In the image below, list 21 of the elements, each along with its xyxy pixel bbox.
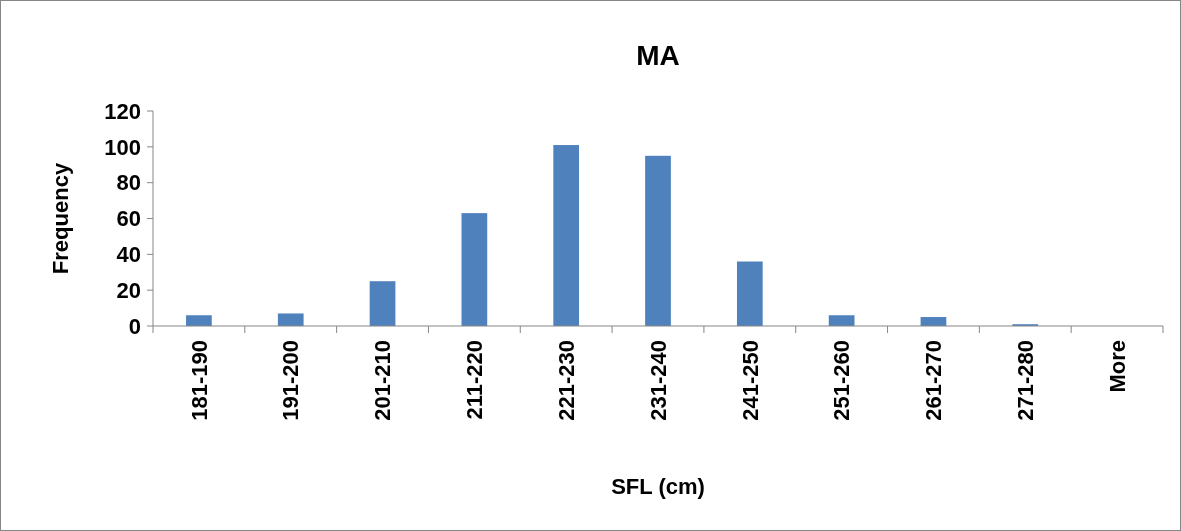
x-tick-label: 251-260 [829,340,855,421]
x-tick-label: 181-190 [186,340,212,421]
y-axis-title: Frequency [48,162,73,275]
x-tick-label: 271-280 [1012,340,1038,421]
x-tick-label: 191-200 [278,340,304,421]
chart-title: MA [636,40,680,71]
y-tick-label: 20 [116,277,141,303]
y-tick-label: 80 [116,170,141,196]
x-tick-label: More [1104,340,1130,393]
x-tick-label: 221-230 [553,340,579,421]
y-tick-label: 60 [116,206,141,232]
y-tick-label: 40 [116,242,141,268]
x-tick-label: 201-210 [370,340,396,421]
x-tick-label: 241-250 [737,340,763,421]
y-tick-label: 120 [104,98,141,124]
x-tick-label: 211-220 [462,340,488,420]
x-tick-label: 231-240 [645,340,671,421]
x-axis-title: SFL (cm) [611,474,705,499]
x-tick-label: 261-270 [921,340,947,421]
y-tick-label: 100 [104,134,141,160]
y-tick-label: 0 [128,313,141,339]
